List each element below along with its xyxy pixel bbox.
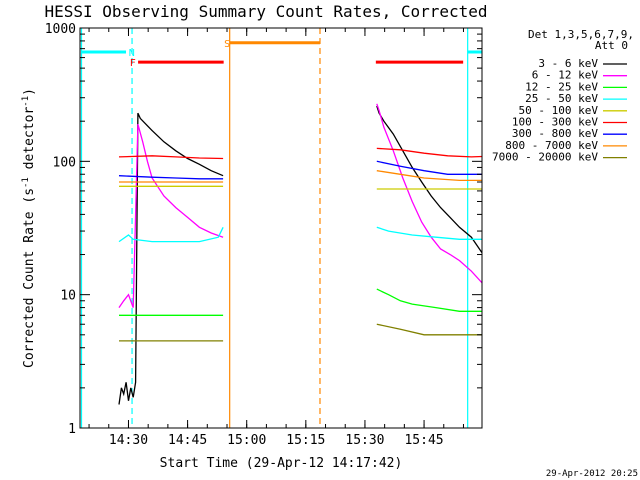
legend-label: 100 - 300 keV bbox=[512, 116, 598, 129]
flag-label: F bbox=[130, 58, 136, 69]
y-tick-label: 1000 bbox=[45, 22, 76, 37]
x-tick-label: 14:30 bbox=[109, 433, 148, 448]
chart-title: HESSI Observing Summary Count Rates, Cor… bbox=[44, 2, 487, 21]
series-line bbox=[118, 175, 224, 180]
y-axis-label-sup1: -1 bbox=[21, 177, 31, 188]
x-tick-label: 15:45 bbox=[404, 433, 443, 448]
legend-header-line2: Att 0 bbox=[595, 39, 628, 52]
series-line bbox=[118, 124, 224, 308]
series-line bbox=[118, 112, 224, 405]
series-line bbox=[376, 147, 482, 158]
series-layer bbox=[118, 103, 482, 405]
legend-label: 50 - 100 keV bbox=[519, 104, 599, 117]
flag-label: N bbox=[129, 48, 135, 59]
x-axis-label: Start Time (29-Apr-12 14:17:42) bbox=[160, 456, 403, 471]
y-axis-label-base: Corrected Count Rate (s bbox=[22, 188, 37, 368]
series-line bbox=[118, 155, 224, 160]
series-line bbox=[376, 288, 482, 312]
y-axis-label-end: ) bbox=[22, 88, 37, 96]
flag-label: S bbox=[224, 39, 230, 50]
legend-label: 6 - 12 keV bbox=[532, 69, 599, 82]
annotations-layer bbox=[80, 28, 482, 428]
x-axis: 14:30 14:45 15:00 15:15 15:30 15:45 bbox=[88, 28, 464, 448]
y-axis: 1 10 100 1000 bbox=[45, 22, 482, 437]
series-line bbox=[376, 160, 482, 175]
series-line bbox=[376, 323, 482, 336]
legend-label: 3 - 6 keV bbox=[538, 57, 598, 70]
y-tick-label: 100 bbox=[53, 155, 76, 170]
plot-area: FN S bbox=[80, 28, 482, 428]
y-axis-label-sup2: -1 bbox=[21, 96, 31, 107]
y-axis-label: Corrected Count Rate (s-1 detector-1) bbox=[21, 88, 37, 368]
x-tick-label: 15:15 bbox=[286, 433, 325, 448]
series-line bbox=[118, 227, 224, 243]
footer-date: 29-Apr-2012 20:25 bbox=[546, 469, 638, 479]
x-tick-label: 14:45 bbox=[168, 433, 207, 448]
legend-header-line1: Det 1,3,5,6,7,9, bbox=[528, 28, 634, 41]
legend-label: 12 - 25 keV bbox=[525, 80, 598, 93]
legend-label: 800 - 7000 keV bbox=[505, 139, 598, 152]
series-line bbox=[376, 226, 482, 240]
y-axis-label-mid: detector bbox=[22, 107, 37, 178]
flag-labels-layer: FN S bbox=[129, 39, 230, 69]
legend-label: 300 - 800 keV bbox=[512, 127, 598, 140]
x-tick-label: 15:30 bbox=[345, 433, 384, 448]
series-line bbox=[376, 105, 482, 254]
plot-frame bbox=[79, 27, 483, 429]
series-line bbox=[376, 170, 482, 182]
y-tick-label: 10 bbox=[60, 289, 76, 304]
legend-label: 7000 - 20000 keV bbox=[492, 151, 598, 164]
legend-label: 25 - 50 keV bbox=[525, 92, 598, 105]
x-tick-label: 15:00 bbox=[227, 433, 266, 448]
y-tick-label: 1 bbox=[68, 422, 76, 437]
